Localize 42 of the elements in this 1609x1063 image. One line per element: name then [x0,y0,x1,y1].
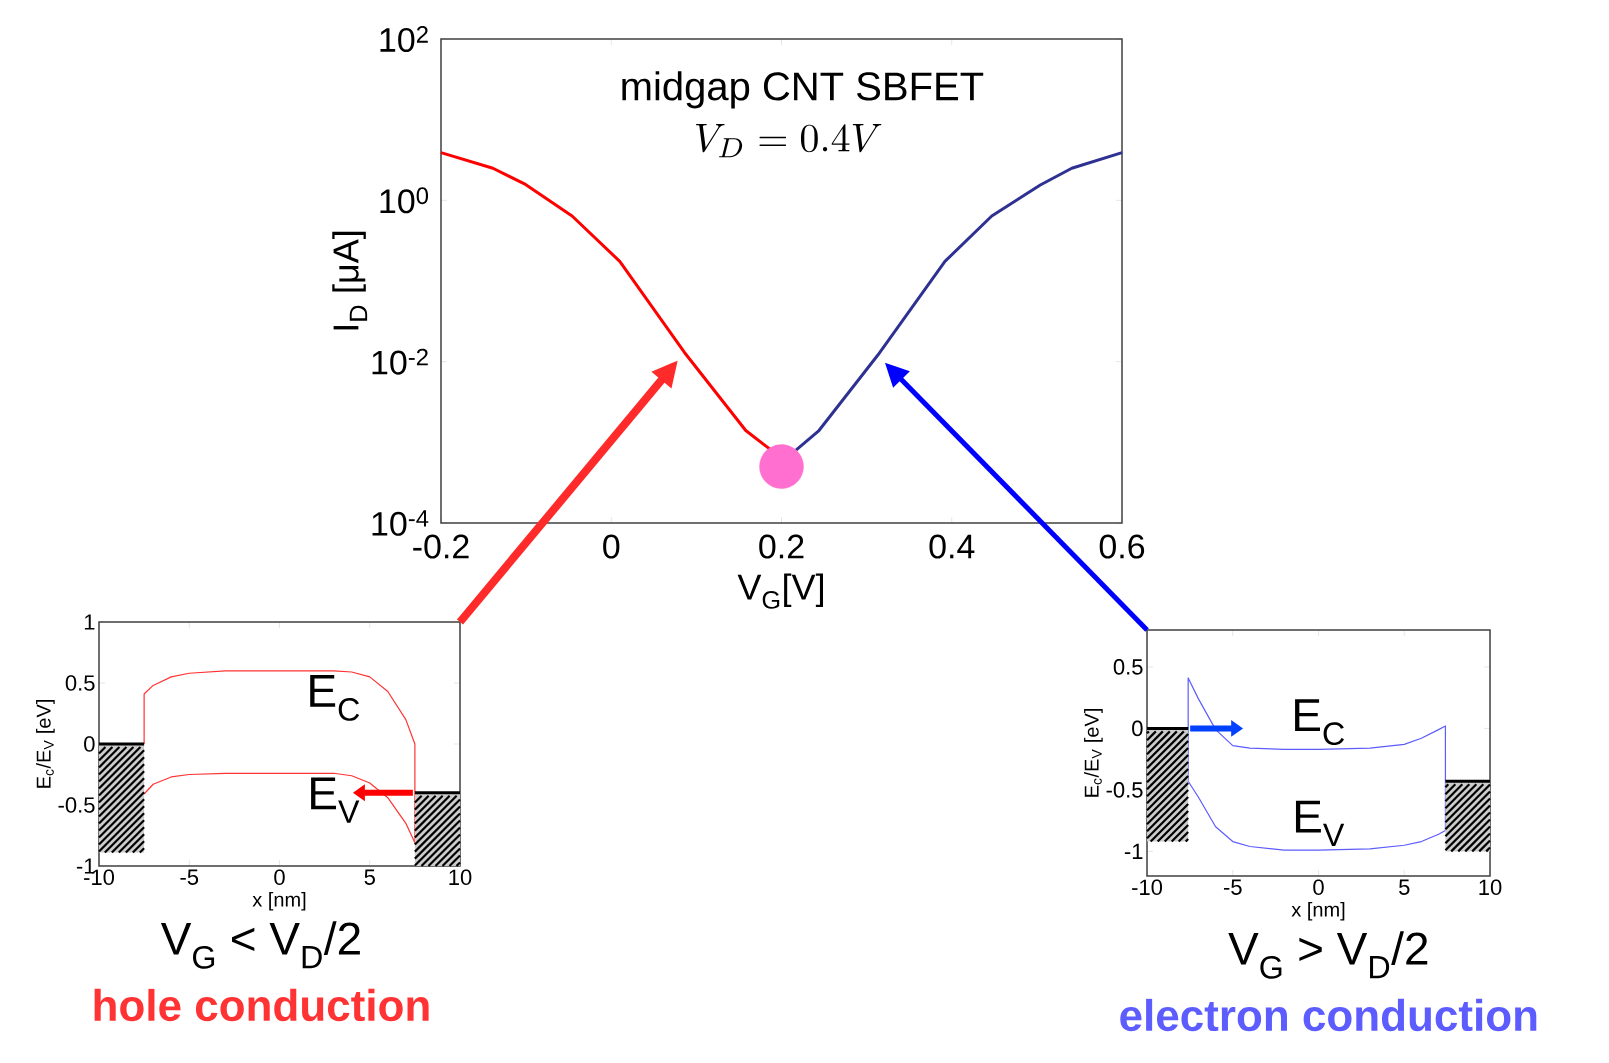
y-tick-label: 10$^{-4}$ [372,510,429,536]
text: hole conduction [94,988,429,1022]
x-tick-label: 0.2 [759,534,804,559]
y-tick-label: 0 [1132,720,1143,737]
y-axis-title: E$_{c}$/E$_{V}$ [eV] [1084,709,1103,797]
y-tick-label: 10$^{-2}$ [372,348,428,375]
x-axis-title: V$_{G}$[V] [737,573,824,609]
y-tick-label: -0.5 [58,797,95,813]
x-tick-label: 0.6 [1099,534,1145,559]
x-axis-title: x [nm] [1291,901,1345,921]
x-axis-title: x [nm] [252,891,306,911]
series-label: E$_{V}$ [1295,800,1345,846]
x-tick-label: 10 [1479,879,1502,896]
y-tick-label: 10$^{0}$ [380,187,429,214]
y-tick-label: -0.5 [1106,782,1143,798]
series-label: E$_{C}$ [1295,699,1344,746]
y-tick-label: -1 [1124,843,1143,859]
y-tick-label: 0 [84,736,95,752]
y-tick-label: 1 [84,614,95,630]
y-axis-title: I$_{D}$ [μA] [332,231,368,330]
x-tick-label: 0 [274,869,285,886]
x-tick-label: -5 [1223,879,1242,895]
x-tick-label: 0 [603,534,620,559]
annotation: $V_D = 0.4V$ [696,123,882,158]
x-tick-label: 0 [1313,879,1324,896]
y-tick-label: 0.5 [1113,659,1143,675]
x-tick-label: -5 [180,869,199,885]
text: midgap CNT SBFET [622,71,984,109]
text: V$_{G}$ > V$_{D}$/2 [1228,931,1428,979]
x-tick-label: -0.2 [413,534,469,559]
x-tick-label: 10 [449,869,472,886]
series-label: E$_{V}$ [311,777,360,823]
text: electron conduction [1120,998,1537,1032]
y-axis-title: E$_{c}$/E$_{V}$ [eV] [36,700,55,788]
y-tick-label: 0.5 [65,675,95,691]
text: V$_{G}$ < V$_{D}$/2 [160,921,360,969]
x-tick-label: -10 [1132,879,1163,896]
y-tick-label: 10$^{2}$ [380,26,428,52]
x-tick-label: 5 [364,869,375,885]
series-label: E$_{C}$ [310,675,360,721]
x-tick-label: 5 [1399,879,1410,895]
x-tick-label: 0.4 [929,534,975,559]
